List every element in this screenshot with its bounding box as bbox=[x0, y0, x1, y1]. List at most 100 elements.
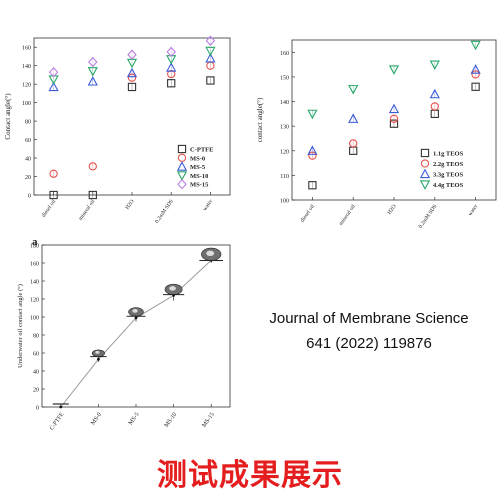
data-point bbox=[389, 114, 399, 123]
data-point bbox=[166, 46, 176, 58]
x-tick-label: mineral oil bbox=[78, 198, 97, 221]
legend-marker bbox=[177, 144, 187, 154]
data-point bbox=[308, 181, 317, 190]
y-axis-label: contact angle(°) bbox=[256, 97, 264, 142]
legend-label: MS-15 bbox=[190, 182, 209, 189]
y-tick-label: 80 bbox=[25, 120, 31, 126]
y-tick-label: 40 bbox=[33, 370, 39, 376]
legend-marker bbox=[177, 153, 187, 162]
data-point bbox=[205, 46, 216, 57]
data-point bbox=[87, 76, 98, 86]
data-point bbox=[48, 66, 59, 78]
data-point bbox=[167, 79, 176, 88]
data-point bbox=[429, 88, 440, 99]
y-tick-label: 110 bbox=[280, 174, 289, 180]
x-tick-label: mineral oil bbox=[338, 203, 357, 226]
data-point bbox=[134, 316, 138, 320]
y-tick-label: 140 bbox=[30, 280, 39, 286]
data-point bbox=[429, 60, 440, 70]
data-point bbox=[59, 405, 63, 409]
data-point bbox=[388, 103, 400, 114]
y-tick-label: 120 bbox=[280, 149, 289, 155]
data-point bbox=[348, 113, 359, 123]
legend-marker bbox=[177, 178, 187, 190]
y-tick-label: 80 bbox=[33, 334, 39, 340]
data-point bbox=[49, 190, 58, 200]
chart-panel-top-right: 100 110 120 130 140 150 160 diesel oil mineral o… bbox=[252, 32, 500, 237]
y-tick-label: 0 bbox=[28, 194, 31, 200]
y-tick-label: 20 bbox=[25, 175, 31, 181]
data-point bbox=[97, 357, 100, 361]
y-tick-label: 140 bbox=[280, 100, 289, 106]
y-tick-label: 120 bbox=[30, 298, 39, 304]
journal-volume: 641 (2022) 119876 bbox=[306, 335, 432, 352]
y-tick-label: 100 bbox=[22, 101, 31, 107]
x-tick-label: 0.2mM SDS bbox=[418, 204, 439, 230]
data-point bbox=[430, 102, 439, 111]
data-point bbox=[49, 169, 58, 178]
legend-marker bbox=[419, 168, 431, 179]
journal-citation: Journal of Membrane Science 641 (2022) 1… bbox=[238, 306, 500, 356]
data-point bbox=[166, 62, 177, 72]
data-point bbox=[307, 145, 318, 155]
underwater-oil-contact-angle-chart: a 0 20 40 60 80 100 120 140 160 180 C-PTFE MS-0 MS-5 M… bbox=[17, 236, 231, 432]
y-tick-label: 180 bbox=[30, 244, 39, 250]
legend-label: 2.2g TEOS bbox=[433, 161, 464, 168]
data-point bbox=[348, 85, 359, 95]
droplet-highlight bbox=[132, 309, 138, 313]
y-axis-label: Underwater oil contact angle (°) bbox=[17, 284, 24, 368]
legend-label: 4.4g TEOS bbox=[433, 182, 464, 189]
x-tick-label: H2O bbox=[125, 199, 136, 211]
y-tick-label: 60 bbox=[33, 352, 39, 358]
legend-marker bbox=[420, 148, 430, 158]
y-tick-label: 160 bbox=[280, 51, 289, 57]
x-tick-label: diesel oil bbox=[41, 198, 58, 218]
y-tick-label: 60 bbox=[25, 138, 31, 144]
panel-label: a bbox=[32, 236, 38, 248]
y-tick-label: 40 bbox=[25, 157, 31, 163]
data-point bbox=[88, 56, 98, 68]
legend-marker bbox=[176, 171, 188, 181]
droplet-highlight bbox=[95, 350, 100, 354]
data-point bbox=[470, 40, 481, 51]
legend-marker bbox=[419, 180, 431, 190]
legend-label: MS-10 bbox=[190, 173, 208, 180]
legend-label: C-PTFE bbox=[190, 147, 213, 154]
data-point bbox=[470, 64, 481, 74]
y-tick-label: 160 bbox=[30, 262, 39, 268]
x-tick-label: 0.2mM SDS bbox=[154, 199, 175, 225]
data-point bbox=[88, 190, 97, 200]
legend-label: 3.3g TEOS bbox=[433, 172, 464, 179]
chart-panel-bottom-left: a 0 20 40 60 80 100 120 140 160 180 C-PTFE MS-0 MS-5 M… bbox=[12, 233, 238, 438]
data-point bbox=[127, 49, 137, 60]
data-point bbox=[205, 35, 216, 46]
x-tick-label: MS-0 bbox=[90, 412, 103, 427]
x-tick-label: C-PTFE bbox=[49, 411, 66, 431]
y-tick-label: 100 bbox=[280, 199, 289, 205]
journal-name: Journal of Membrane Science bbox=[269, 310, 469, 327]
data-point bbox=[206, 76, 215, 85]
legend-label: MS-0 bbox=[190, 155, 205, 162]
x-tick-label: MS-15 bbox=[201, 412, 215, 429]
x-tick-label: H2O bbox=[387, 204, 398, 216]
legend-label: 1.1g TEOS bbox=[433, 151, 464, 158]
x-tick-label: MS-10 bbox=[164, 412, 178, 429]
y-tick-label: 0 bbox=[36, 406, 39, 412]
data-point bbox=[471, 82, 480, 91]
x-tick-label: MS-5 bbox=[128, 412, 141, 427]
data-point bbox=[205, 52, 216, 63]
data-point bbox=[126, 67, 138, 78]
data-point bbox=[88, 162, 97, 171]
x-tick-label: diesel oil bbox=[300, 203, 317, 223]
data-point bbox=[87, 67, 98, 77]
droplet-highlight bbox=[206, 250, 215, 257]
data-point bbox=[127, 82, 137, 92]
y-tick-label: 120 bbox=[22, 83, 31, 89]
data-point bbox=[307, 109, 318, 120]
results-caption: 测试成果展示 bbox=[157, 458, 343, 493]
y-tick-label: 100 bbox=[30, 316, 39, 322]
legend-label: MS-5 bbox=[190, 164, 206, 171]
y-axis-label: Contact angle(°) bbox=[4, 93, 12, 140]
legend-marker bbox=[420, 159, 430, 168]
data-point bbox=[388, 65, 400, 75]
